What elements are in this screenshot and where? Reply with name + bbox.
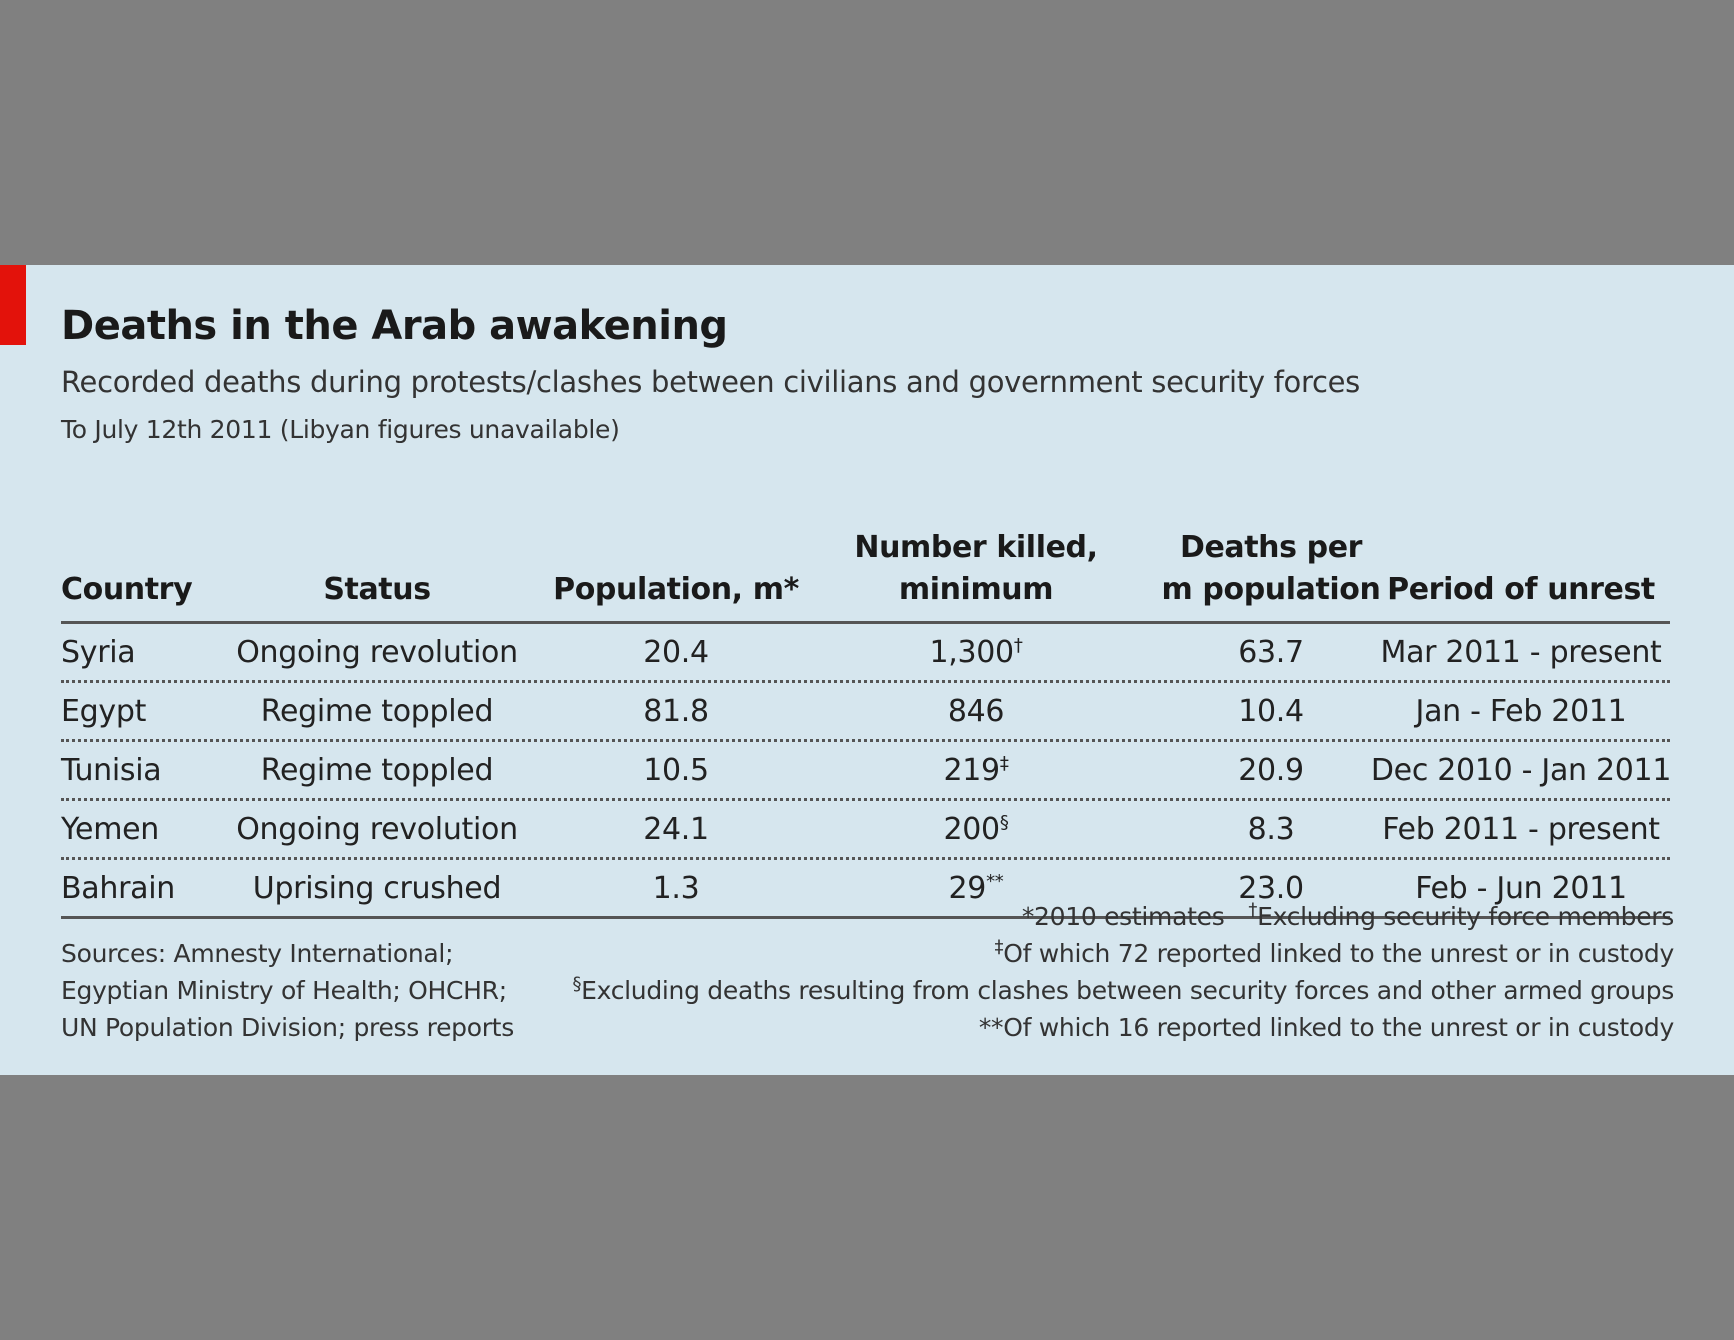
footnote-dagger: Excluding security force members xyxy=(1257,902,1674,931)
footnote-section: Excluding deaths resulting from clashes … xyxy=(581,976,1674,1005)
table-row: Egypt Regime toppled 81.8 846 10.4 Jan -… xyxy=(61,683,1670,742)
cell-population: 10.5 xyxy=(643,753,709,788)
cell-period: Dec 2010 - Jan 2011 xyxy=(1370,753,1672,788)
cell-status: Regime toppled xyxy=(260,694,494,729)
cell-deaths-per-m: 10.4 xyxy=(1238,694,1304,729)
cell-period: Feb - Jun 2011 xyxy=(1415,871,1627,906)
killed-footnote-mark: ‡ xyxy=(999,753,1009,774)
cell-deaths-per-m: 63.7 xyxy=(1238,635,1304,670)
table-row: Yemen Ongoing revolution 24.1 200§ 8.3 F… xyxy=(61,801,1670,860)
sources-line: Sources: Amnesty International; xyxy=(61,939,454,968)
killed-value: 219 xyxy=(943,753,1000,788)
cell-population: 81.8 xyxy=(643,694,709,729)
header-deaths-per-m: Deaths per m population xyxy=(1111,527,1431,611)
cell-deaths-per-m: 23.0 xyxy=(1238,871,1304,906)
chart-subtitle: Recorded deaths during protests/clashes … xyxy=(61,365,1360,399)
header-killed: Number killed, minimum xyxy=(831,527,1121,611)
cell-status: Ongoing revolution xyxy=(236,812,518,847)
chart-card: Deaths in the Arab awakening Recorded de… xyxy=(0,265,1734,1075)
table-header: Country Status Population, m* Number kil… xyxy=(61,495,1670,624)
cell-deaths-per-m: 8.3 xyxy=(1247,812,1295,847)
cell-period: Feb 2011 - present xyxy=(1382,812,1660,847)
cell-population: 24.1 xyxy=(643,812,709,847)
header-dpm-line1: Deaths per xyxy=(1179,530,1363,565)
table-row: Bahrain Uprising crushed 1.3 29** 23.0 F… xyxy=(61,860,1670,919)
killed-footnote-mark: § xyxy=(999,812,1009,833)
cell-period: Jan - Feb 2011 xyxy=(1415,694,1627,729)
footnote-line: ‡Of which 72 reported linked to the unre… xyxy=(572,935,1675,972)
brand-tab xyxy=(0,265,26,345)
sources-line: UN Population Division; press reports xyxy=(61,1013,514,1042)
cell-deaths-per-m: 20.9 xyxy=(1238,753,1304,788)
table-row: Tunisia Regime toppled 10.5 219‡ 20.9 De… xyxy=(61,742,1671,801)
footnote-line: *2010 estimates †Excluding security force… xyxy=(572,898,1674,935)
cell-status: Regime toppled xyxy=(260,753,494,788)
cell-country: Egypt xyxy=(61,694,147,729)
cell-killed: 846 xyxy=(831,691,1121,733)
header-status: Status xyxy=(323,572,431,607)
header-country: Country xyxy=(61,572,193,607)
cell-killed: 1,300† xyxy=(831,632,1121,674)
header-dpm-line2: m population xyxy=(1161,572,1381,607)
footnote-line: **Of which 16 reported linked to the unr… xyxy=(572,1009,1674,1046)
cell-period: Mar 2011 - present xyxy=(1380,635,1662,670)
cell-killed: 29** xyxy=(831,868,1121,910)
cell-killed: 200§ xyxy=(831,809,1121,851)
cell-status: Uprising crushed xyxy=(252,871,502,906)
cell-status: Ongoing revolution xyxy=(236,635,518,670)
cell-killed: 219‡ xyxy=(831,750,1121,792)
footnote-dagger-mark: † xyxy=(1248,899,1258,921)
cell-population: 20.4 xyxy=(643,635,709,670)
data-table: Country Status Population, m* Number kil… xyxy=(61,495,1671,919)
footnote-line: §Excluding deaths resulting from clashes… xyxy=(572,972,1674,1009)
cell-country: Bahrain xyxy=(61,871,175,906)
sources-line: Egyptian Ministry of Health; OHCHR; xyxy=(61,976,507,1005)
chart-note: To July 12th 2011 (Libyan figures unavai… xyxy=(61,415,620,444)
footnote-doublestar: **Of which 16 reported linked to the unr… xyxy=(978,1013,1674,1042)
killed-footnote-mark: ** xyxy=(986,871,1004,892)
killed-footnote-mark: † xyxy=(1013,635,1023,656)
header-population: Population, m* xyxy=(553,572,799,607)
cell-population: 1.3 xyxy=(652,871,700,906)
footnotes: *2010 estimates †Excluding security force… xyxy=(572,898,1674,1046)
footnote-section-mark: § xyxy=(572,973,582,995)
chart-title: Deaths in the Arab awakening xyxy=(61,303,728,349)
cell-country: Syria xyxy=(61,635,136,670)
sources: Sources: Amnesty International; Egyptian… xyxy=(61,935,514,1046)
killed-value: 1,300 xyxy=(929,635,1014,670)
cell-country: Tunisia xyxy=(61,753,162,788)
header-killed-line2: minimum xyxy=(898,572,1054,607)
header-killed-line1: Number killed, xyxy=(854,530,1098,565)
killed-value: 200 xyxy=(943,812,1000,847)
footnote-ddagger: Of which 72 reported linked to the unres… xyxy=(1003,939,1674,968)
killed-value: 846 xyxy=(947,694,1005,729)
table-row: Syria Ongoing revolution 20.4 1,300† 63.… xyxy=(61,624,1670,683)
footnote-estimates: *2010 estimates xyxy=(1021,902,1225,931)
header-period: Period of unrest xyxy=(1387,572,1655,607)
footnote-ddagger-mark: ‡ xyxy=(994,936,1004,958)
killed-value: 29 xyxy=(948,871,987,906)
cell-country: Yemen xyxy=(61,812,159,847)
